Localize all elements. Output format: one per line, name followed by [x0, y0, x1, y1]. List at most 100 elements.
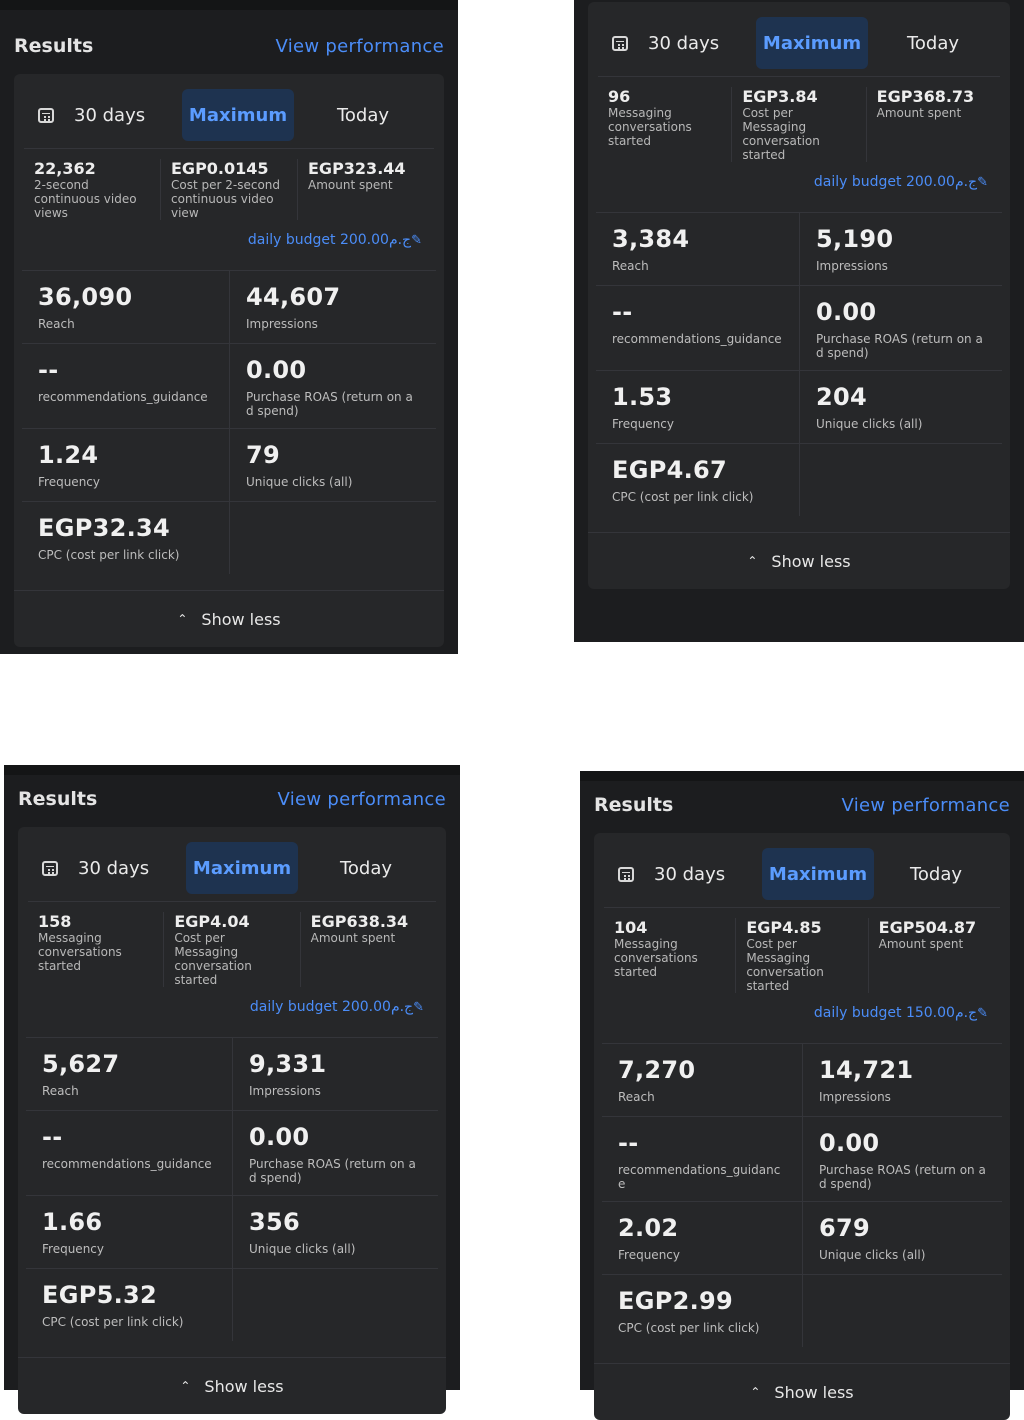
results-header: Results View performance: [18, 787, 446, 811]
metric-value: EGP5.32: [42, 1281, 157, 1309]
segment-30-days[interactable]: 30 days: [78, 857, 150, 879]
metric-label: Reach: [618, 1090, 655, 1104]
metric-cell: 79 Unique clicks (all): [229, 429, 436, 502]
results-panel-4: Results View performance 30 days Maximum…: [580, 771, 1024, 1420]
summary-label: Cost per Messaging conversation started: [742, 106, 820, 162]
metric-value: 44,607: [246, 283, 341, 311]
metric-cell: 1.53 Frequency: [596, 371, 799, 444]
metric-label: Purchase ROAS (return on ad spend): [819, 1163, 986, 1191]
metric-value: 204: [816, 383, 867, 411]
summary-value: EGP504.87: [878, 918, 977, 937]
metric-cell: 9,331 Impressions: [232, 1038, 438, 1111]
results-title: Results: [18, 788, 98, 810]
metric-label: recommendations_guidance: [618, 1163, 781, 1191]
metric-value: EGP32.34: [38, 514, 170, 542]
calendar-icon[interactable]: [612, 35, 628, 51]
summary-label: Amount spent: [878, 937, 964, 951]
metric-label: Impressions: [816, 259, 888, 273]
metric-value: 14,721: [819, 1056, 914, 1084]
segment-today[interactable]: Today: [336, 104, 390, 126]
metric-cell: 5,627 Reach: [26, 1038, 232, 1111]
metric-value: 36,090: [38, 283, 133, 311]
daily-budget-link[interactable]: daily budget 200.00ج.م✎: [14, 232, 422, 260]
summary-value: 158: [38, 912, 72, 931]
summary-row: 158 Messaging conversations started EGP4…: [28, 901, 436, 987]
metric-cell: -- recommendations_guidance: [26, 1111, 232, 1196]
metric-value: 5,627: [42, 1050, 120, 1078]
metric-label: Impressions: [819, 1090, 891, 1104]
view-performance-link[interactable]: View performance: [275, 35, 444, 57]
daily-budget-text: daily budget 200.00ج.م: [813, 174, 978, 190]
show-less-label: Show less: [201, 609, 281, 629]
summary-label: Cost per Messaging conversation started: [746, 937, 824, 993]
view-performance-link[interactable]: View performance: [841, 794, 1010, 816]
show-less-label: Show less: [774, 1382, 854, 1402]
calendar-icon[interactable]: [42, 860, 58, 876]
metric-cell: -- recommendations_guidance: [22, 344, 229, 429]
summary-value: EGP638.34: [310, 912, 409, 931]
date-range-selector: 30 days Maximum Today: [594, 847, 1010, 901]
show-less-button[interactable]: ⌃ Show less: [594, 1363, 1010, 1420]
summary-cell: EGP3.84 Cost per Messaging conversation …: [731, 87, 865, 162]
segment-30-days[interactable]: 30 days: [74, 104, 146, 126]
metric-cell: 3,384 Reach: [596, 213, 799, 286]
segment-maximum[interactable]: Maximum: [182, 89, 294, 141]
metric-label: recommendations_guidance: [612, 332, 782, 346]
date-range-selector: 30 days Maximum Today: [588, 16, 1010, 70]
results-card: 30 days Maximum Today 158 Messaging conv…: [18, 827, 446, 1414]
metric-cell: 0.00 Purchase ROAS (return on ad spend): [232, 1111, 438, 1196]
segment-maximum[interactable]: Maximum: [762, 848, 874, 900]
metric-cell: 0.00 Purchase ROAS (return on ad spend): [802, 1117, 1002, 1202]
calendar-icon[interactable]: [38, 107, 54, 123]
daily-budget-link[interactable]: daily budget 200.00ج.م✎: [588, 174, 988, 202]
summary-cell: 22,362 2-second continuous video views: [24, 159, 160, 220]
status-strip: [0, 0, 458, 10]
segment-today[interactable]: Today: [906, 32, 960, 54]
results-section: Results View performance 30 days Maximum…: [588, 0, 1010, 589]
metric-value: 0.00: [246, 356, 307, 384]
metric-cell: 356 Unique clicks (all): [232, 1196, 438, 1269]
metric-cell: 5,190 Impressions: [799, 213, 1002, 286]
metric-label: CPC (cost per link click): [618, 1321, 760, 1335]
segment-maximum[interactable]: Maximum: [186, 842, 298, 894]
summary-label: Messaging conversations started: [614, 937, 698, 979]
pencil-icon[interactable]: ✎: [977, 1006, 988, 1021]
metric-cell: -- recommendations_guidance: [596, 286, 799, 371]
daily-budget-link[interactable]: daily budget 200.00ج.م✎: [18, 999, 424, 1027]
metric-cell: 0.00 Purchase ROAS (return on ad spend): [229, 344, 436, 429]
metric-label: CPC (cost per link click): [612, 490, 754, 504]
metric-cell: EGP2.99 CPC (cost per link click): [602, 1275, 802, 1347]
summary-cell: 158 Messaging conversations started: [28, 912, 163, 987]
pencil-icon[interactable]: ✎: [413, 1000, 424, 1015]
calendar-icon[interactable]: [618, 866, 634, 882]
show-less-button[interactable]: ⌃ Show less: [18, 1357, 446, 1414]
daily-budget-text: daily budget 200.00ج.م: [247, 232, 412, 248]
view-performance-link[interactable]: View performance: [277, 788, 446, 810]
metric-label: Purchase ROAS (return on ad spend): [246, 390, 413, 418]
metric-value: 356: [249, 1208, 300, 1236]
date-range-selector: 30 days Maximum Today: [14, 88, 444, 142]
pencil-icon[interactable]: ✎: [411, 233, 422, 248]
segment-30-days[interactable]: 30 days: [648, 32, 720, 54]
metrics-grid: 5,627 Reach 9,331 Impressions -- recommenda…: [26, 1037, 438, 1341]
segment-today[interactable]: Today: [909, 863, 963, 885]
metric-value: 0.00: [819, 1129, 880, 1157]
metric-value: EGP2.99: [618, 1287, 733, 1315]
daily-budget-text: daily budget 150.00ج.م: [813, 1005, 978, 1021]
summary-cell: 96 Messaging conversations started: [598, 87, 731, 162]
segment-today[interactable]: Today: [339, 857, 393, 879]
metric-label: Frequency: [42, 1242, 104, 1256]
metric-cell: 204 Unique clicks (all): [799, 371, 1002, 444]
summary-value: EGP3.84: [742, 87, 818, 106]
pencil-icon[interactable]: ✎: [977, 175, 988, 190]
metric-label: Unique clicks (all): [816, 417, 923, 431]
chevron-up-icon: ⌃: [750, 1385, 761, 1399]
metric-cell: 36,090 Reach: [22, 271, 229, 344]
segment-maximum[interactable]: Maximum: [756, 17, 868, 69]
show-less-button[interactable]: ⌃ Show less: [14, 590, 444, 647]
daily-budget-link[interactable]: daily budget 150.00ج.م✎: [594, 1005, 988, 1033]
metric-label: Reach: [612, 259, 649, 273]
segment-30-days[interactable]: 30 days: [654, 863, 726, 885]
summary-value: 22,362: [34, 159, 96, 178]
show-less-button[interactable]: ⌃ Show less: [588, 532, 1010, 589]
